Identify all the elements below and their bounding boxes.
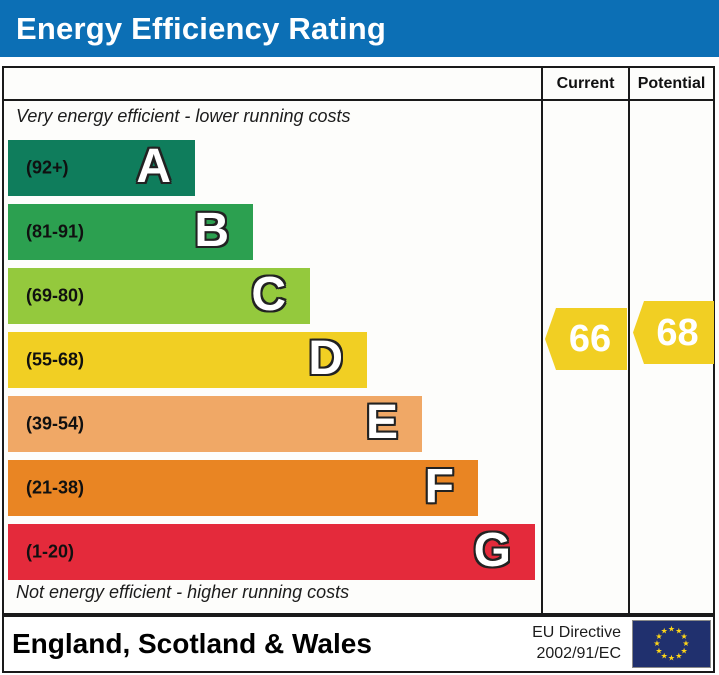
band-b: (81-91) B (8, 204, 253, 260)
current-column-divider (541, 68, 543, 613)
potential-rating-value: 68 (656, 311, 699, 354)
band-a-grade: A (136, 140, 171, 194)
eu-star-icon: ★ (655, 632, 662, 641)
eu-star-icon: ★ (661, 626, 668, 635)
potential-rating-arrow: 68 (633, 301, 714, 364)
band-c-range: (69-80) (26, 285, 85, 306)
eu-star-icon: ★ (675, 652, 682, 661)
eu-star-icon: ★ (653, 639, 660, 648)
band-c-grade: C (251, 268, 286, 322)
eu-star-icon: ★ (668, 625, 675, 634)
eu-star-icon: ★ (668, 654, 675, 663)
column-header-potential: Potential (637, 74, 706, 92)
band-e-range: (39-54) (26, 413, 85, 434)
band-f: (21-38) F (8, 460, 478, 516)
band-a: (92+) A (8, 140, 195, 196)
eu-star-icon: ★ (661, 652, 668, 661)
header-row-underline (4, 99, 713, 101)
column-header-current: Current (556, 74, 615, 92)
band-d-range: (55-68) (26, 349, 85, 370)
band-e-grade: E (365, 396, 398, 450)
eu-directive-line1: EU Directive (532, 624, 621, 642)
footer-bar: England, Scotland & Wales EU Directive 2… (2, 615, 715, 673)
band-f-range: (21-38) (26, 477, 85, 498)
current-rating-value: 66 (568, 318, 612, 360)
band-a-range: (92+) (26, 157, 69, 178)
eu-star-icon: ★ (655, 646, 662, 655)
title-bar: Energy Efficiency Rating (0, 0, 719, 57)
eu-star-icon: ★ (681, 646, 688, 655)
epc-rating-table: Current Potential Very energy efficient … (2, 66, 715, 615)
eu-star-icon: ★ (681, 632, 688, 641)
potential-column-divider (628, 68, 630, 613)
band-b-grade: B (194, 204, 229, 258)
band-f-grade: F (424, 460, 454, 514)
band-g-range: (1-20) (26, 541, 75, 562)
caption-not-efficient: Not energy efficient - higher running co… (16, 582, 350, 602)
band-g: (1-20) G (8, 524, 535, 580)
eu-flag-field (633, 621, 710, 667)
band-b-range: (81-91) (26, 221, 85, 242)
band-g-grade: G (473, 524, 511, 578)
eu-directive-label: EU Directive 2002/91/EC (532, 623, 621, 665)
band-c: (69-80) C (8, 268, 310, 324)
current-rating-arrow: 66 (545, 308, 627, 370)
eu-star-icon: ★ (682, 639, 689, 648)
band-d: (55-68) D (8, 332, 367, 388)
band-e: (39-54) E (8, 396, 422, 452)
eu-directive-line2: 2002/91/EC (536, 645, 621, 662)
eu-star-icon: ★ (675, 626, 682, 635)
band-d-grade: D (308, 332, 343, 386)
eu-flag-icon: ★ ★ ★ ★ ★ ★ ★ ★ ★ ★ ★ ★ (632, 620, 711, 668)
page-title: Energy Efficiency Rating (16, 10, 387, 46)
region-label: England, Scotland & Wales (12, 628, 372, 659)
caption-very-efficient: Very energy efficient - lower running co… (16, 106, 351, 126)
